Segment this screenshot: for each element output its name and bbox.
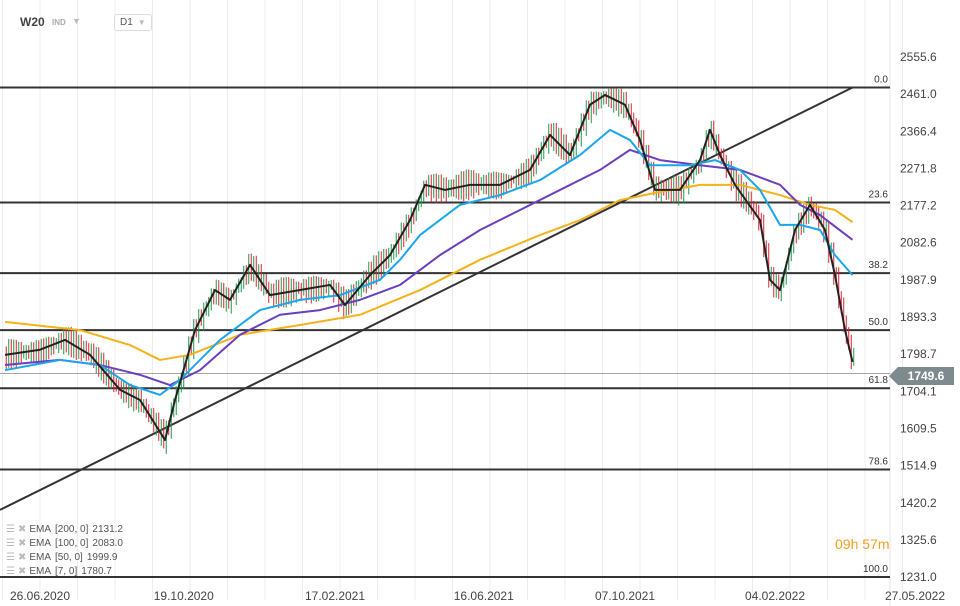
price-tick-label: 1231.0 bbox=[900, 570, 937, 584]
toolbar: W20 IND ▼ D1 ▼ bbox=[0, 8, 180, 34]
price-tick-label: 1987.9 bbox=[900, 273, 937, 287]
legend-params: [7, 0] bbox=[55, 566, 78, 577]
legend-params: [200, 0] bbox=[55, 524, 89, 535]
indicator-legend: ☰ ✖ EMA [200, 0] 2131.2 ☰ ✖ EMA [100, 0] 2083.0 ☰ ✖… bbox=[6, 523, 127, 579]
time-axis[interactable]: 26.06.2020 19.10.2020 17.02.2021 16.06.2021… bbox=[10, 589, 945, 603]
candles bbox=[5, 87, 855, 454]
chevron-down-icon: ▼ bbox=[137, 18, 146, 27]
close-icon[interactable]: ✖ bbox=[17, 566, 27, 577]
settings-icon[interactable]: ☰ bbox=[6, 538, 15, 549]
date-tick-label: 17.02.2021 bbox=[305, 589, 365, 603]
series-line-ema-200 bbox=[4, 183, 854, 361]
series-line-ema-100 bbox=[4, 148, 854, 387]
trendline bbox=[0, 86, 853, 511]
legend-item: ☰ ✖ EMA [200, 0] 2131.2 bbox=[6, 523, 127, 537]
date-tick-label: 27.05.2022 bbox=[885, 589, 945, 603]
fib-level-label: 0.0 bbox=[874, 74, 888, 85]
legend-value: 1780.7 bbox=[81, 566, 112, 577]
settings-icon[interactable]: ☰ bbox=[6, 566, 15, 577]
fib-level-label: 38.2 bbox=[869, 260, 889, 271]
price-tick-label: 2082.6 bbox=[900, 236, 937, 250]
price-tick-label: 2271.8 bbox=[900, 161, 937, 175]
legend-item: ☰ ✖ EMA [50, 0] 1999.9 bbox=[6, 551, 127, 565]
price-tick-label: 1420.2 bbox=[900, 496, 937, 510]
date-tick-label: 26.06.2020 bbox=[10, 589, 70, 603]
price-tick-label: 2461.0 bbox=[900, 87, 937, 101]
legend-label: EMA bbox=[29, 566, 52, 577]
date-tick-label: 16.06.2021 bbox=[454, 589, 514, 603]
price-tick-label: 1704.1 bbox=[900, 384, 937, 398]
legend-params: [100, 0] bbox=[55, 538, 89, 549]
last-price-label: 1749.6 bbox=[889, 367, 954, 385]
fib-levels: 0.0 23.6 38.2 50.0 61.8 78.6 100.0 bbox=[0, 74, 890, 579]
price-tick-label: 1514.9 bbox=[900, 459, 937, 473]
candle-timer: 09h 57m bbox=[835, 536, 890, 552]
legend-label: EMA bbox=[29, 552, 52, 563]
settings-icon[interactable]: ☰ bbox=[6, 524, 15, 535]
legend-params: [50, 0] bbox=[55, 552, 83, 563]
price-tick-label: 1609.5 bbox=[900, 421, 937, 435]
ema-lines bbox=[4, 93, 854, 442]
settings-icon[interactable]: ☰ bbox=[6, 552, 15, 563]
timeframe-select[interactable]: D1 ▼ bbox=[114, 14, 152, 31]
chevron-down-icon[interactable]: ▼ bbox=[72, 16, 81, 26]
legend-value: 2131.2 bbox=[92, 524, 123, 535]
legend-value: 2083.0 bbox=[92, 538, 123, 549]
fib-level-label: 78.6 bbox=[869, 456, 889, 467]
price-tick-label: 2366.4 bbox=[900, 124, 937, 138]
fib-level-label: 50.0 bbox=[869, 317, 889, 328]
timeframe-label: D1 bbox=[120, 17, 133, 28]
price-axis[interactable]: 2555.6 2461.0 2366.4 2271.8 2177.2 2082.6 1987… bbox=[900, 50, 937, 584]
fib-level-label: 23.6 bbox=[869, 189, 889, 200]
close-icon[interactable]: ✖ bbox=[17, 524, 27, 535]
close-icon[interactable]: ✖ bbox=[17, 538, 27, 549]
close-icon[interactable]: ✖ bbox=[17, 552, 27, 563]
legend-item: ☰ ✖ EMA [7, 0] 1780.7 bbox=[6, 565, 127, 579]
series-line-ema-50 bbox=[4, 128, 854, 396]
fib-level-label: 61.8 bbox=[869, 375, 889, 386]
date-tick-label: 04.02.2022 bbox=[745, 589, 805, 603]
legend-label: EMA bbox=[29, 538, 52, 549]
date-tick-label: 07.10.2021 bbox=[595, 589, 655, 603]
fib-level-label: 100.0 bbox=[863, 564, 888, 575]
price-tick-label: 1325.6 bbox=[900, 533, 937, 547]
price-tick-label: 1893.3 bbox=[900, 310, 937, 324]
price-tick-label: 2177.2 bbox=[900, 199, 937, 213]
price-tick-label: 2555.6 bbox=[900, 50, 937, 64]
legend-label: EMA bbox=[29, 524, 52, 535]
symbol-name[interactable]: W20 bbox=[20, 15, 45, 29]
grid bbox=[0, 0, 903, 606]
series-line-ema-7 bbox=[4, 93, 854, 442]
price-tick-label: 1798.7 bbox=[900, 347, 937, 361]
instrument-type: IND bbox=[52, 18, 66, 27]
date-tick-label: 19.10.2020 bbox=[154, 589, 214, 603]
legend-item: ☰ ✖ EMA [100, 0] 2083.0 bbox=[6, 537, 127, 551]
legend-value: 1999.9 bbox=[86, 552, 118, 563]
